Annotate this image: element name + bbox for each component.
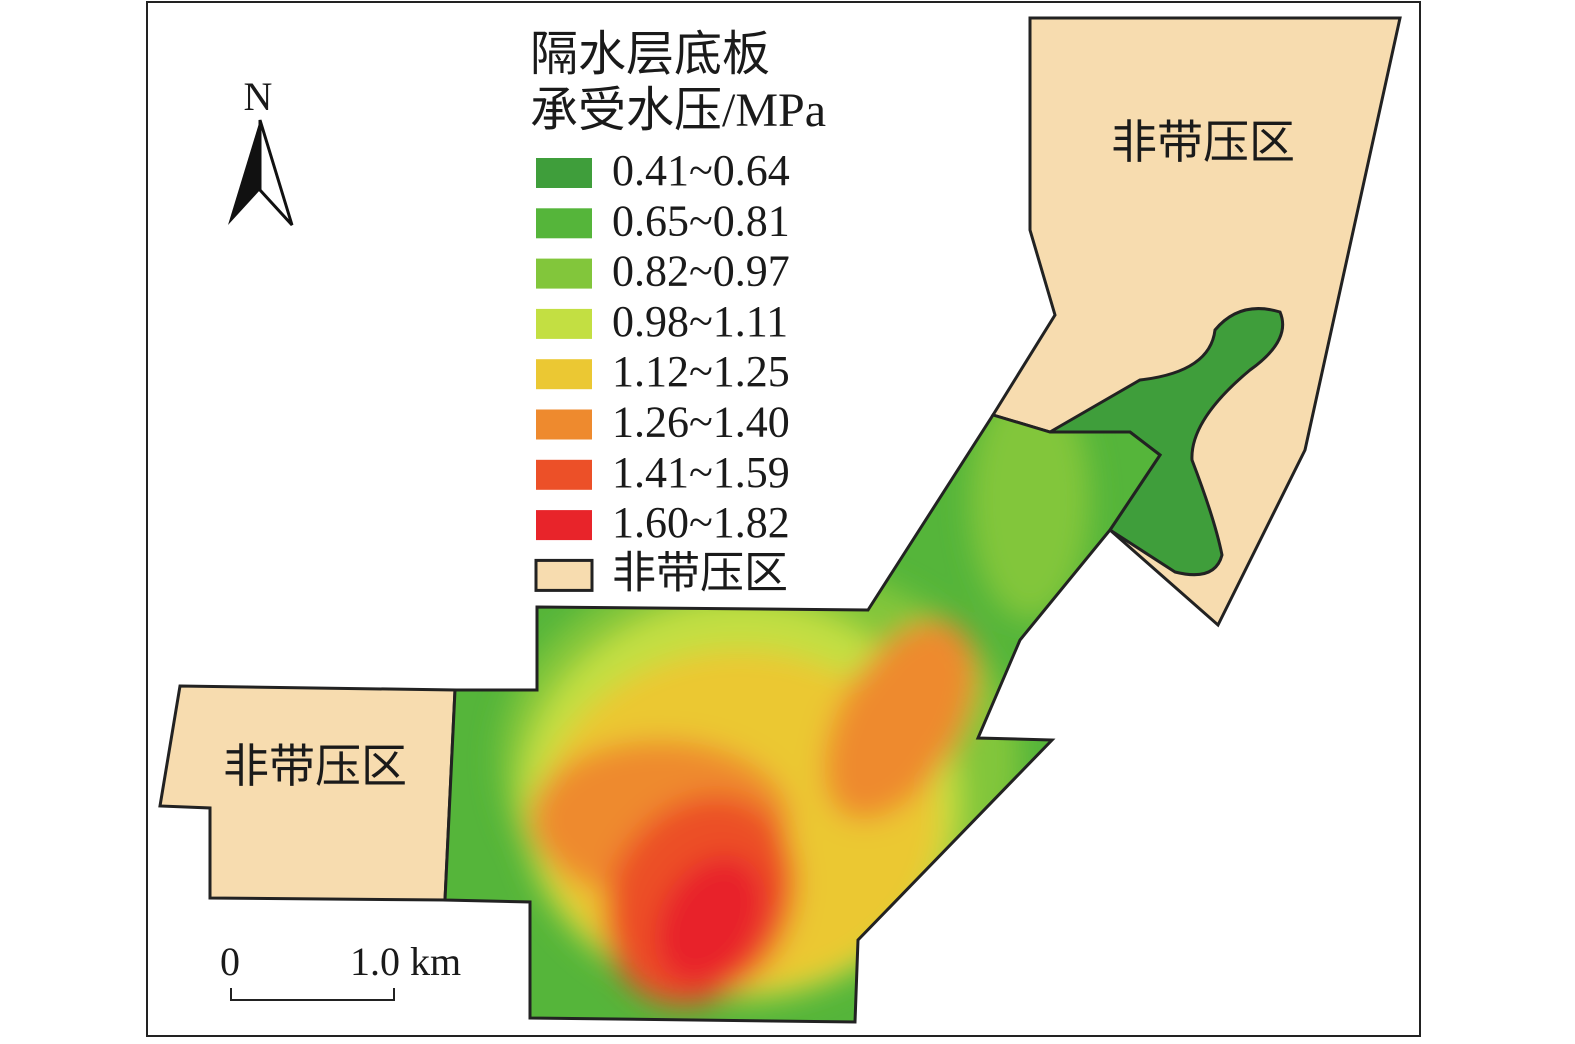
legend-title: 隔水层底板 — [530, 28, 770, 81]
legend-label: 0.41~0.64 — [612, 146, 790, 195]
legend-label: 1.12~1.25 — [612, 347, 790, 396]
legend-swatch — [536, 409, 592, 440]
legend-swatch — [536, 510, 592, 541]
north-arrow — [228, 120, 260, 225]
legend-title: 承受水压/MPa — [530, 84, 826, 137]
legend-label: 0.65~0.81 — [612, 196, 790, 245]
north-arrow — [258, 119, 294, 227]
region-label: 非带压区 — [223, 741, 407, 792]
north-label: N — [244, 74, 273, 119]
legend-label: 0.82~0.97 — [612, 247, 790, 296]
scale-bar — [230, 988, 395, 1001]
scale-label: 1.0 km — [350, 939, 461, 984]
legend-label: 0.98~1.11 — [612, 297, 788, 346]
legend-label: 1.26~1.40 — [612, 398, 790, 447]
scale-label: 0 — [220, 939, 240, 984]
legend-swatch — [536, 258, 592, 289]
legend-label: 1.41~1.59 — [612, 448, 790, 497]
region-label: 非带压区 — [1111, 117, 1295, 168]
legend-label: 非带压区 — [612, 548, 788, 597]
legend-swatch — [536, 208, 592, 239]
legend-label: 1.60~1.82 — [612, 498, 790, 547]
legend-swatch — [536, 158, 592, 188]
zone-outline — [443, 413, 1163, 1024]
legend-swatch — [536, 459, 592, 490]
pressure-arm — [1044, 307, 1285, 577]
legend-swatch — [536, 308, 592, 339]
legend-swatch — [536, 359, 592, 390]
legend-swatch — [534, 558, 594, 592]
